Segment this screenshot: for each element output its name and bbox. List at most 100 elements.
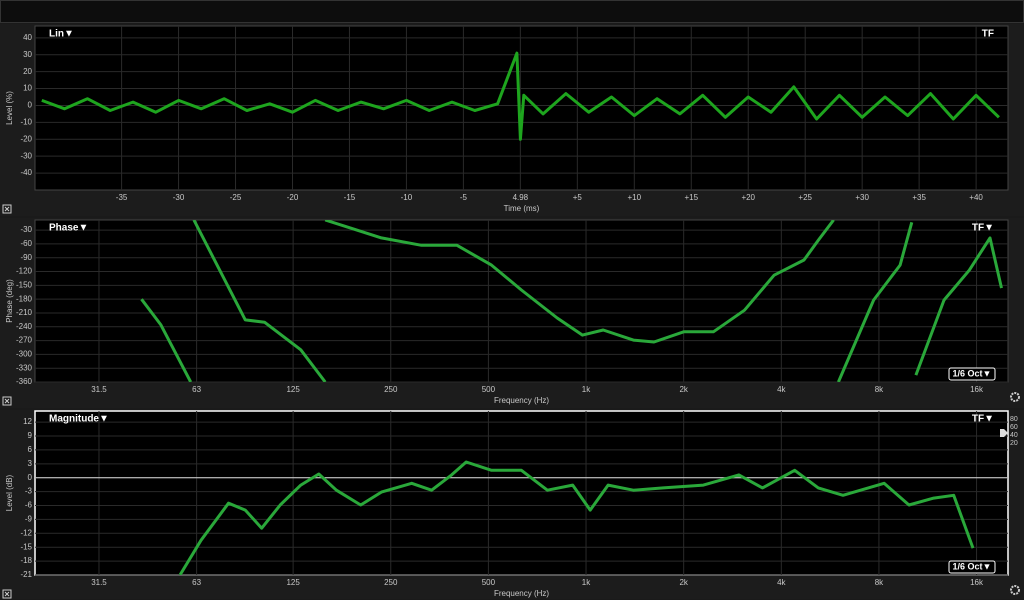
y-tick-label: -15	[20, 542, 32, 551]
x-tick-label: 1k	[582, 385, 591, 394]
x-tick-label: -35	[116, 193, 128, 202]
x-tick-label: 63	[192, 578, 201, 587]
x-tick-label: 31.5	[91, 578, 107, 587]
tag-label[interactable]: TF▼	[972, 414, 994, 425]
close-icon	[4, 398, 10, 404]
y-tick-label: -270	[16, 336, 33, 345]
y-tick-label: -180	[16, 294, 33, 303]
trace	[178, 460, 975, 575]
x-tick-label: +30	[855, 193, 869, 202]
y-tick-label: -90	[20, 253, 32, 262]
close-icon	[4, 591, 10, 597]
x-tick-label: 2k	[679, 578, 688, 587]
x-tick-label: 16k	[970, 578, 984, 587]
y-tick-label: -9	[25, 515, 33, 524]
y-tick-label: -330	[16, 363, 33, 372]
x-tick-label: 31.5	[91, 385, 107, 394]
smoothing-box[interactable]	[948, 560, 996, 574]
y-axis-title: Phase (deg)	[5, 279, 14, 323]
close-button[interactable]	[2, 589, 12, 599]
y-tick-label: -120	[16, 267, 33, 276]
y-tick-label: -210	[16, 308, 33, 317]
x-tick-label: 4.98	[513, 193, 529, 202]
x-tick-label: -30	[173, 193, 185, 202]
x-tick-label: +35	[912, 193, 926, 202]
x-tick-label: 4k	[777, 385, 786, 394]
y-tick-label: -300	[16, 349, 33, 358]
close-icon	[4, 206, 10, 212]
y-tick-label: -21	[20, 570, 32, 579]
y-tick-label: -20	[20, 134, 32, 143]
x-tick-label: +25	[798, 193, 812, 202]
x-axis-title: Frequency (Hz)	[494, 396, 549, 405]
x-tick-label: 16k	[970, 385, 984, 394]
y-tick-label: 0	[28, 101, 33, 110]
side-slider[interactable]	[1000, 429, 1008, 437]
y-tick-label: -12	[20, 528, 32, 537]
mode-label[interactable]: Magnitude▼	[49, 414, 109, 425]
y-tick-label: -30	[20, 151, 32, 160]
y-tick-label: 3	[28, 459, 33, 468]
y-tick-label: -18	[20, 556, 32, 565]
y-tick-label: -30	[20, 225, 32, 234]
x-axis-title: Time (ms)	[504, 204, 540, 213]
y-axis-title: Level (%)	[5, 91, 14, 125]
x-axis-title: Frequency (Hz)	[494, 589, 549, 598]
y-tick-label: 30	[23, 50, 32, 59]
x-tick-label: 125	[286, 578, 300, 587]
y-axis-title: Level (dB)	[5, 474, 14, 511]
y-tick-label: 20	[23, 67, 32, 76]
x-tick-label: 250	[384, 578, 398, 587]
x-tick-label: 500	[482, 385, 496, 394]
y-tick-label: -60	[20, 239, 32, 248]
x-tick-label: 125	[286, 385, 300, 394]
x-tick-label: -5	[460, 193, 468, 202]
x-tick-label: 8k	[875, 578, 884, 587]
x-tick-label: 4k	[777, 578, 786, 587]
side-scale-label: 80	[1010, 416, 1018, 423]
x-tick-label: +10	[628, 193, 642, 202]
x-tick-label: +5	[573, 193, 583, 202]
y-tick-label: 0	[28, 473, 33, 482]
smoothing-label[interactable]: 1/6 Oct▼	[953, 368, 992, 378]
x-tick-label: 8k	[875, 385, 884, 394]
x-tick-label: -15	[344, 193, 356, 202]
y-tick-label: 9	[28, 431, 33, 440]
close-button[interactable]	[2, 204, 12, 214]
x-tick-label: 250	[384, 385, 398, 394]
x-tick-label: 63	[192, 385, 201, 394]
side-scale-label: 20	[1010, 440, 1018, 447]
y-tick-label: -150	[16, 280, 33, 289]
y-tick-label: -10	[20, 117, 32, 126]
side-scale-label: 40	[1010, 432, 1018, 439]
y-tick-label: -240	[16, 322, 33, 331]
y-tick-label: 6	[28, 445, 33, 454]
x-tick-label: -20	[287, 193, 299, 202]
y-tick-label: -40	[20, 168, 32, 177]
x-tick-label: -10	[401, 193, 413, 202]
y-tick-label: -3	[25, 487, 33, 496]
mode-label[interactable]: Phase▼	[49, 223, 88, 234]
settings-icon[interactable]	[1010, 392, 1020, 402]
trace	[140, 220, 1003, 382]
x-tick-label: +40	[969, 193, 983, 202]
mode-label[interactable]: Lin▼	[49, 29, 74, 40]
x-tick-label: +20	[741, 193, 755, 202]
settings-icon[interactable]	[1010, 585, 1020, 595]
y-tick-label: 10	[23, 84, 32, 93]
smoothing-box[interactable]	[948, 367, 996, 381]
tag-label[interactable]: TF▼	[972, 223, 994, 234]
side-scale-label: 60	[1010, 424, 1018, 431]
y-tick-label: 40	[23, 33, 32, 42]
y-tick-label: -6	[25, 501, 33, 510]
x-tick-label: 2k	[679, 385, 688, 394]
x-tick-label: +15	[684, 193, 698, 202]
close-button[interactable]	[2, 396, 12, 406]
y-tick-label: 12	[23, 417, 32, 426]
smoothing-label[interactable]: 1/6 Oct▼	[953, 561, 992, 571]
tag-label[interactable]: TF	[982, 29, 994, 40]
x-tick-label: 500	[482, 578, 496, 587]
x-tick-label: 1k	[582, 578, 591, 587]
top-bar	[0, 0, 1024, 23]
